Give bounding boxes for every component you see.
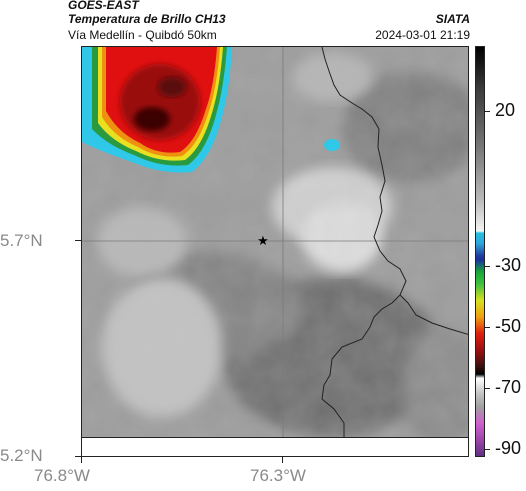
cold-cloud-top xyxy=(82,47,232,173)
colorbar-tick xyxy=(485,388,490,389)
colorbar-label: -70 xyxy=(495,377,522,397)
x-tick xyxy=(282,457,283,463)
y-tick xyxy=(75,456,81,457)
y-tick-label: 5.7°N xyxy=(0,231,43,250)
border-line-north xyxy=(321,47,468,335)
x-tick-label: 76.8°W xyxy=(34,466,90,485)
satellite-name: GOES-EAST xyxy=(68,0,139,12)
border-line-south xyxy=(321,294,401,437)
source-label: SIATA xyxy=(435,12,470,26)
colorbar-tick xyxy=(485,449,490,450)
y-tick xyxy=(75,240,81,241)
x-tick xyxy=(81,457,82,463)
colorbar-tick xyxy=(485,111,490,112)
star-marker: ★ xyxy=(257,234,269,249)
cold-cell-small xyxy=(324,139,340,151)
colorbar-label: -30 xyxy=(495,255,522,275)
x-tick-label: 76.3°W xyxy=(250,466,306,485)
colorbar-label: -50 xyxy=(495,316,522,336)
colorbar-tick xyxy=(485,327,490,328)
route-subtitle: Vía Medellín - Quibdó 50km xyxy=(68,28,217,42)
colorbar-label: -90 xyxy=(495,438,522,458)
satellite-image: ★ xyxy=(82,47,468,437)
map-panel[interactable]: ★ xyxy=(81,46,469,438)
product-title: Temperatura de Brillo CH13 xyxy=(68,12,226,26)
datetime-label: 2024-03-01 21:19 xyxy=(375,28,470,42)
colorbar-label: 20 xyxy=(495,100,516,120)
colorbar xyxy=(475,46,485,457)
colorbar-tick xyxy=(485,266,490,267)
y-tick-label: 5.2°N xyxy=(0,446,43,465)
map-bottom-margin xyxy=(81,438,469,457)
